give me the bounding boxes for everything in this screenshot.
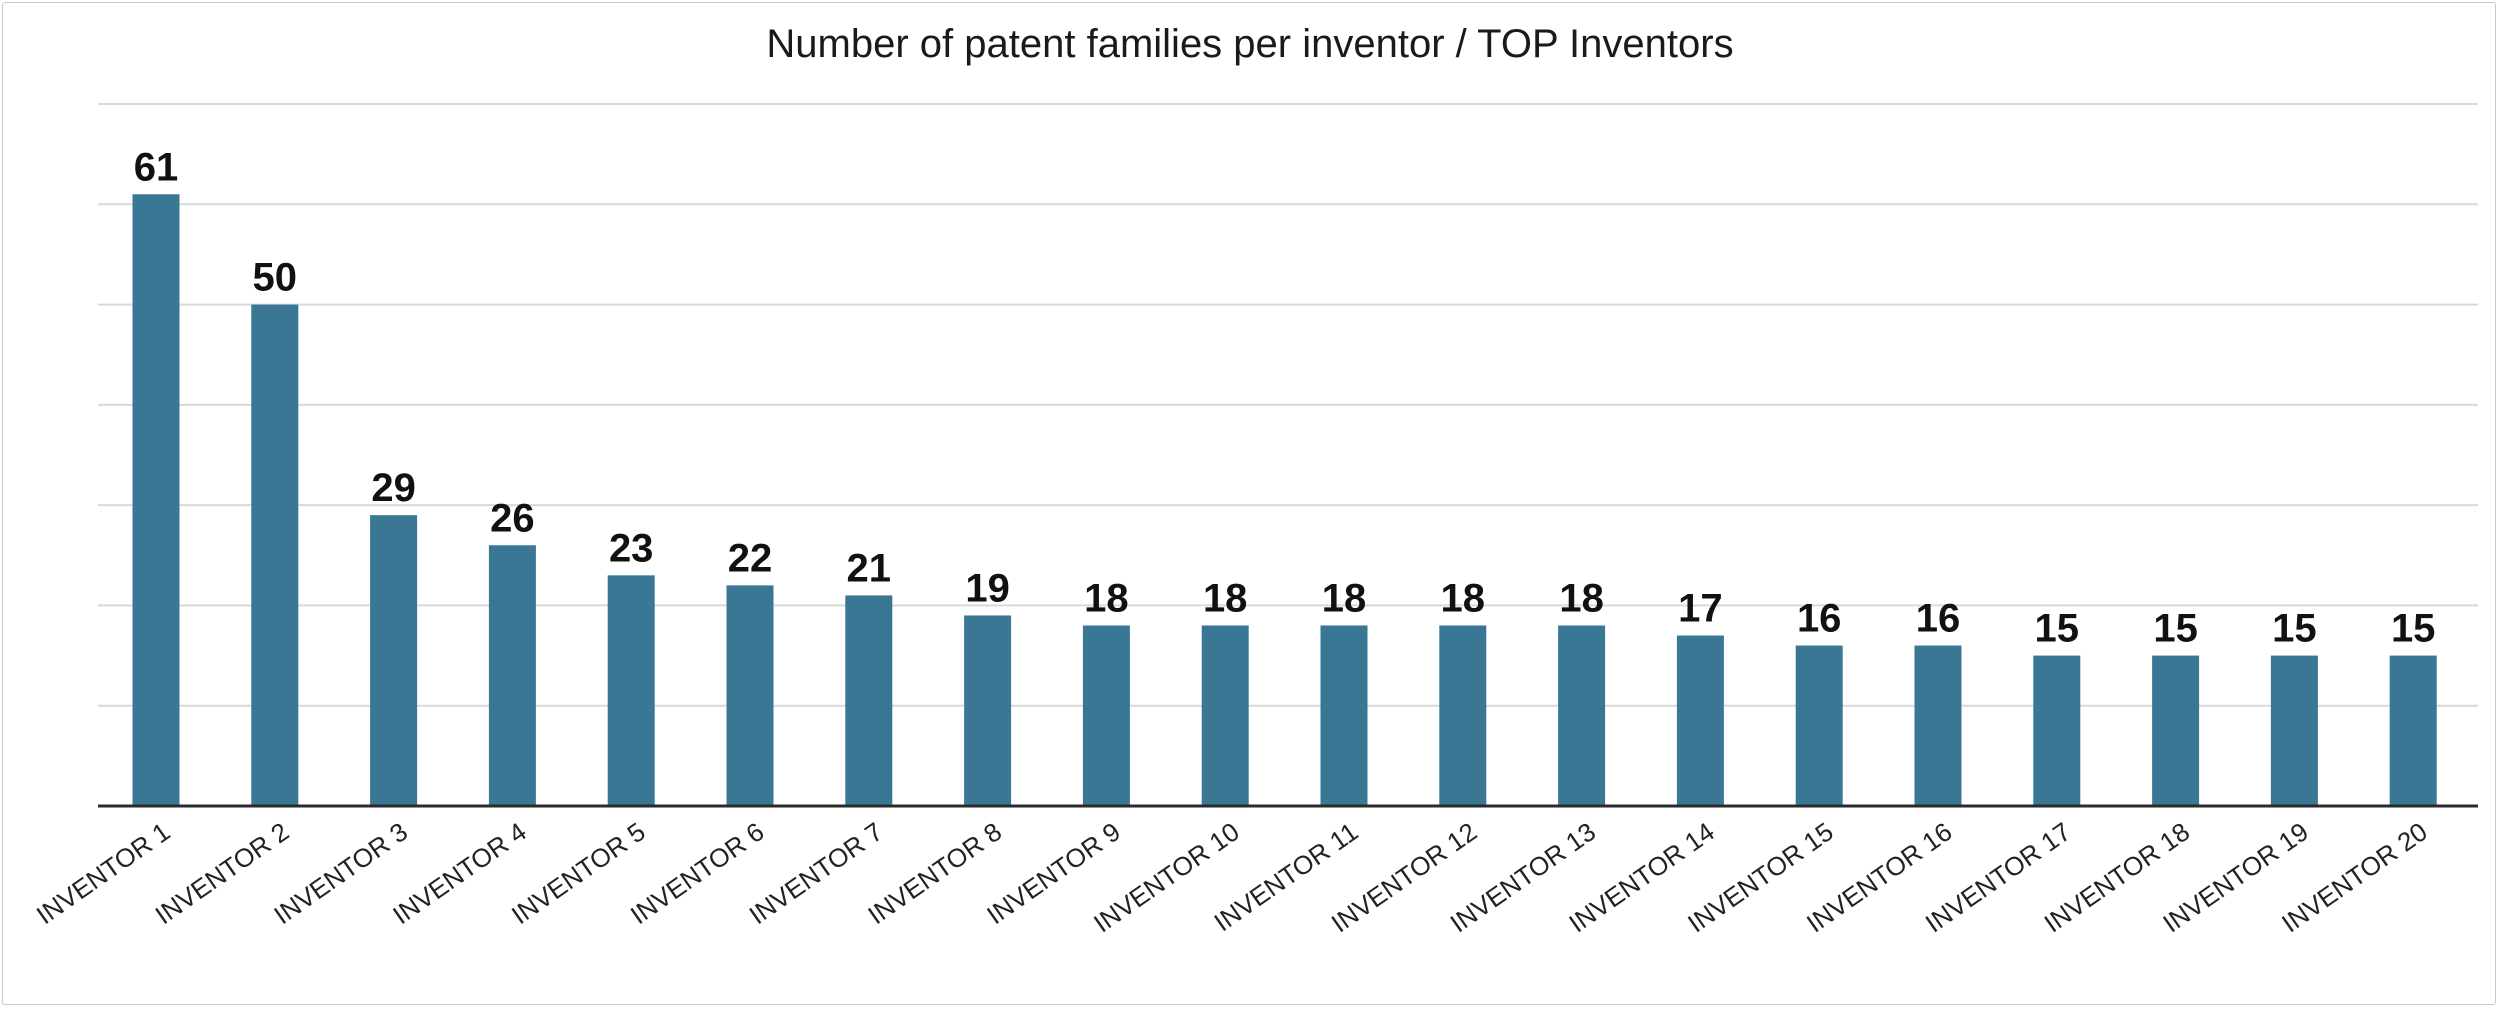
data-label: 18 bbox=[1441, 576, 1486, 620]
bars bbox=[132, 194, 2437, 806]
bar bbox=[132, 194, 180, 806]
bar bbox=[1558, 625, 1606, 806]
bar bbox=[1320, 625, 1368, 806]
data-label: 23 bbox=[609, 526, 654, 570]
data-label: 18 bbox=[1322, 576, 1367, 620]
bar bbox=[1914, 645, 1962, 806]
bar bbox=[1201, 625, 1249, 806]
bar bbox=[1082, 625, 1130, 806]
bar bbox=[2152, 655, 2200, 806]
bar bbox=[1795, 645, 1843, 806]
bar bbox=[726, 585, 774, 806]
bar bbox=[845, 595, 893, 806]
data-label: 22 bbox=[728, 536, 773, 580]
data-label: 15 bbox=[2153, 607, 2198, 651]
data-label: 17 bbox=[1678, 587, 1723, 631]
data-label: 15 bbox=[2272, 607, 2317, 651]
gridlines bbox=[98, 103, 2478, 707]
data-label: 19 bbox=[965, 566, 1010, 610]
data-label: 61 bbox=[134, 145, 179, 189]
bar bbox=[1676, 635, 1724, 806]
bar bbox=[607, 575, 655, 806]
bar bbox=[488, 545, 536, 806]
data-label: 50 bbox=[253, 256, 298, 300]
data-labels: 61 50 29 26 23 22 21 19 18 18 18 18 18 17 16 16 15 15 15 15 bbox=[134, 145, 2436, 650]
bar bbox=[2389, 655, 2437, 806]
data-label: 16 bbox=[1797, 597, 1842, 641]
data-label: 26 bbox=[490, 496, 535, 540]
bar bbox=[2033, 655, 2081, 806]
data-label: 15 bbox=[2035, 607, 2080, 651]
data-label: 15 bbox=[2391, 607, 2436, 651]
bar bbox=[1439, 625, 1487, 806]
data-label: 16 bbox=[1916, 597, 1961, 641]
data-label: 18 bbox=[1559, 576, 1604, 620]
data-label: 21 bbox=[847, 546, 892, 590]
data-label: 18 bbox=[1084, 576, 1129, 620]
bar bbox=[2270, 655, 2318, 806]
bar bbox=[251, 304, 299, 806]
chart-title: Number of patent families per inventor /… bbox=[766, 22, 1734, 66]
data-label: 18 bbox=[1203, 576, 1248, 620]
data-label: 29 bbox=[371, 466, 416, 510]
bar bbox=[370, 515, 418, 806]
bar bbox=[964, 615, 1012, 806]
